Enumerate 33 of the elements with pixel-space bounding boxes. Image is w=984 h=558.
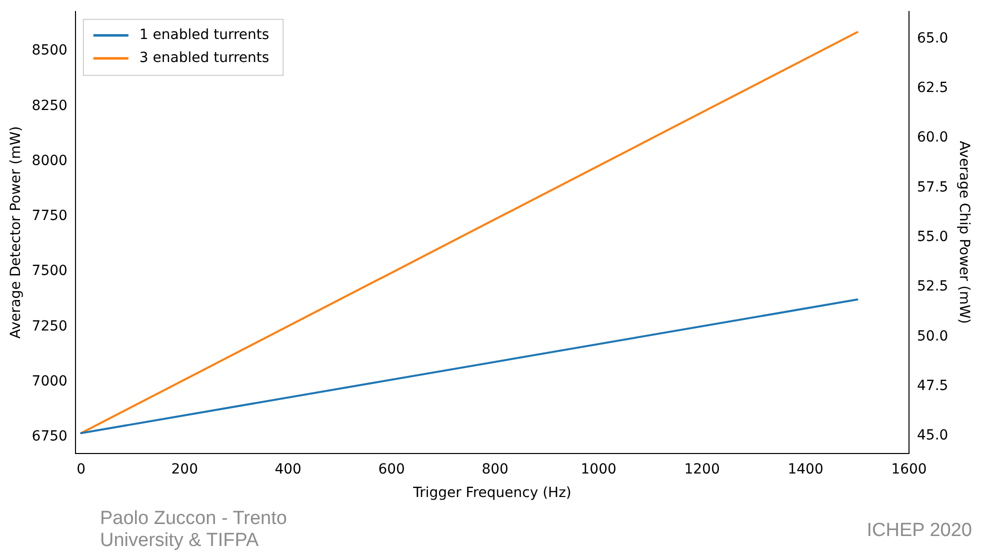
y-tick-label: 7000: [32, 373, 68, 390]
x-tick-label: 1000: [580, 461, 616, 478]
y-tick-label: 8000: [32, 152, 68, 169]
y2-tick-label: 65.0: [917, 30, 948, 46]
y2-tick-label: 57.5: [917, 179, 948, 196]
x-tick-label: 0: [76, 461, 86, 478]
legend-label: 1 enabled turrents: [139, 27, 270, 44]
y2-tick-label: 60.0: [917, 130, 948, 146]
text: Paolo Zuccon - Trento University & TIFPA: [100, 508, 288, 552]
x-axis-title: Trigger Frequency (Hz): [412, 485, 572, 502]
y2-tick-label: 55.0: [917, 229, 948, 246]
y-axis-title: Average Detector Power (mW): [8, 126, 24, 339]
x-tick-label: 400: [274, 461, 302, 478]
y-tick-label: 7750: [32, 208, 68, 224]
y2-tick-label: 45.0: [917, 428, 948, 444]
y2-tick-label: 62.5: [917, 80, 948, 96]
x-tick-label: 600: [378, 461, 405, 478]
y-tick-label: 8250: [32, 98, 68, 114]
y-tick-label: 6750: [32, 428, 68, 445]
x-tick-label: 800: [482, 461, 508, 478]
y2-tick-label: 50.0: [917, 328, 948, 344]
y-tick-label: 7500: [32, 263, 68, 280]
y-tick-label: 8500: [32, 42, 68, 59]
y2-tick-label: 52.5: [917, 278, 948, 295]
y-tick-label: 7250: [32, 318, 68, 334]
x-tick-label: 1400: [788, 461, 824, 478]
x-tick-label: 200: [171, 461, 198, 478]
legend-label: 3 enabled turrents: [139, 50, 270, 66]
x-tick-label: 1600: [891, 461, 927, 478]
y2-tick-label: 47.5: [917, 378, 948, 394]
text: ICHEP 2020: [866, 520, 972, 542]
x-tick-label: 1200: [684, 461, 720, 478]
y2-axis-title: Average Chip Power (mW): [956, 140, 972, 324]
